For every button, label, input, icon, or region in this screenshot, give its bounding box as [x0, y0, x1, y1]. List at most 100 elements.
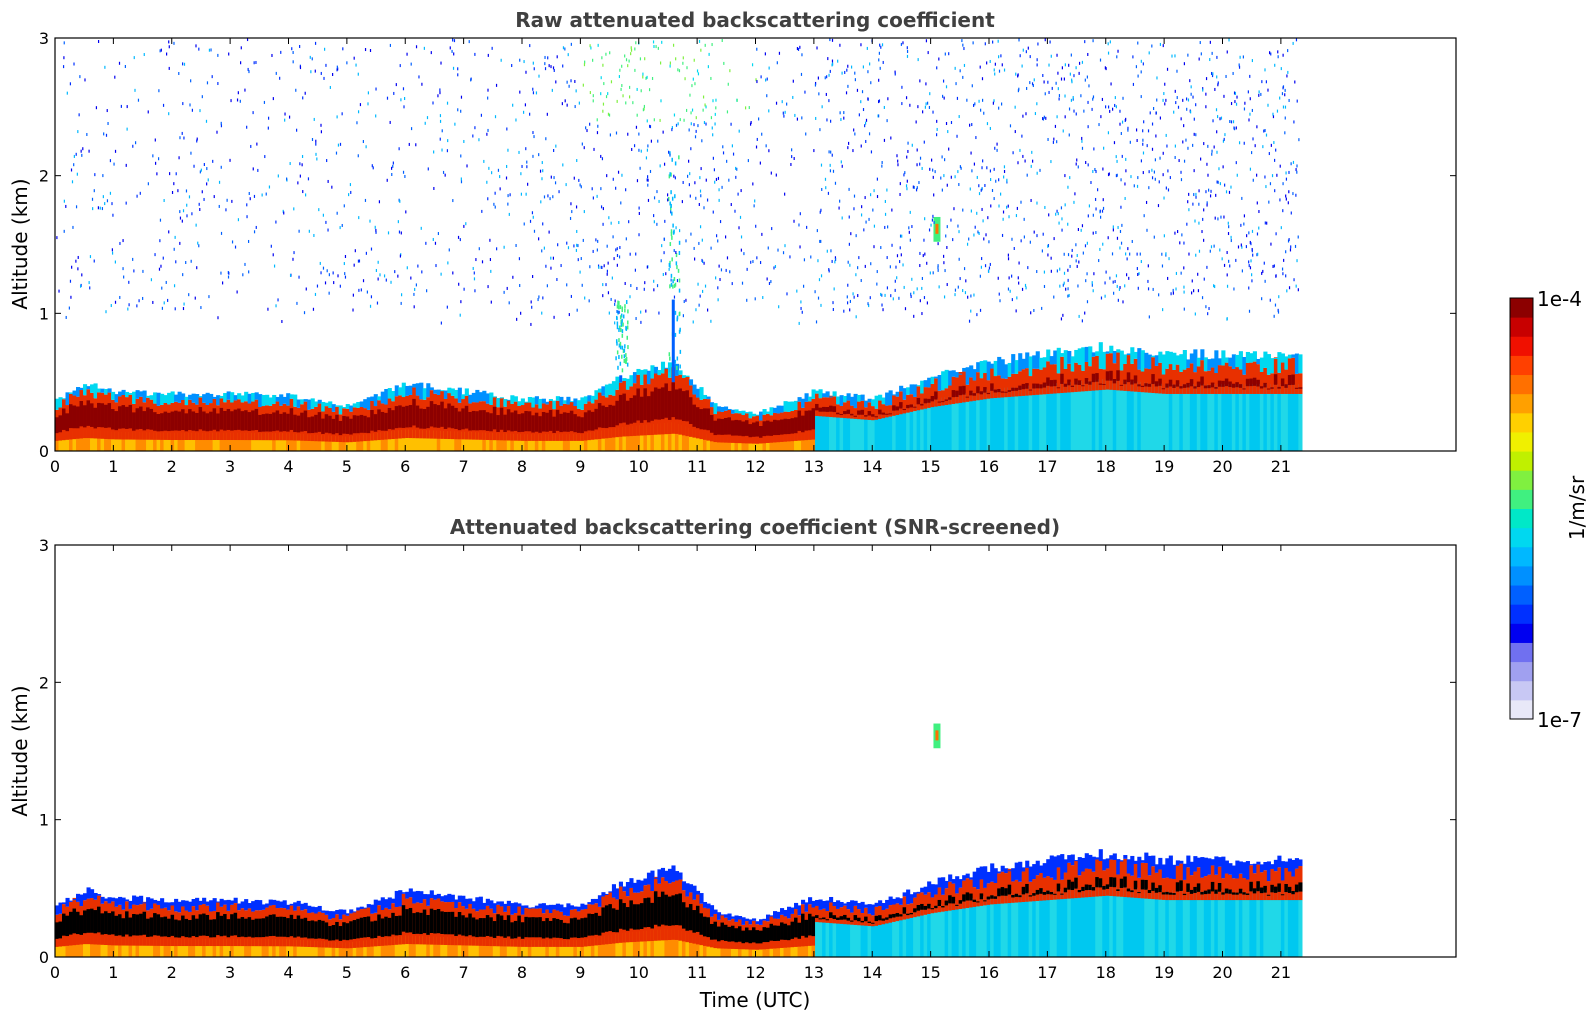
layer-edge	[1284, 356, 1289, 370]
noise-pixel	[179, 210, 181, 214]
layer-core	[1081, 385, 1086, 387]
noise-pixel	[1126, 257, 1128, 261]
surface-band	[443, 430, 448, 451]
layer-core	[478, 410, 483, 431]
layer-core	[604, 407, 609, 429]
noise-pixel	[522, 110, 525, 114]
x-tick-label: 19	[1154, 457, 1174, 476]
layer-edge	[787, 401, 792, 412]
layer-edge	[615, 888, 620, 900]
layer-edge	[303, 902, 308, 910]
noise-pixel	[432, 237, 434, 241]
surface-band	[1252, 383, 1257, 451]
layer-edge	[730, 916, 736, 919]
noise-pixel	[1151, 147, 1154, 151]
noise-pixel	[301, 154, 304, 158]
noise-pixel	[570, 202, 572, 206]
noise-pixel	[1277, 308, 1279, 312]
surface-band	[871, 920, 876, 957]
noise-pixel	[1211, 51, 1213, 55]
layer-edge	[282, 396, 287, 404]
noise-pixel	[395, 83, 397, 87]
layer-core	[195, 412, 200, 432]
noise-pixel	[457, 235, 460, 239]
noise-pixel	[801, 310, 803, 314]
noise-pixel	[989, 169, 992, 173]
layer-edge	[804, 393, 809, 402]
layer-outer	[1161, 374, 1166, 394]
noise-pixel	[697, 72, 700, 76]
layer-core	[1007, 390, 1012, 392]
noise-pixel	[814, 83, 817, 87]
noise-pixel	[878, 58, 880, 62]
surface-band	[1060, 382, 1065, 451]
noise-pixel	[275, 304, 277, 308]
surface-band	[307, 434, 312, 451]
noise-pixel	[906, 46, 908, 50]
noise-pixel	[1249, 240, 1251, 244]
noise-pixel	[710, 319, 712, 323]
layer-outer	[815, 905, 820, 923]
noise-pixel	[459, 238, 461, 242]
surface-band	[1217, 383, 1222, 451]
noise-pixel	[532, 275, 534, 279]
surface-band	[650, 930, 655, 957]
layer-core	[62, 913, 67, 936]
noise-pixel	[568, 313, 570, 317]
noise-pixel	[829, 38, 831, 42]
layer-core	[674, 389, 680, 420]
noise-pixel	[826, 118, 828, 122]
noise-pixel	[718, 188, 720, 192]
layer-outer	[843, 402, 848, 419]
noise-pixel	[118, 61, 121, 65]
surface-band	[937, 398, 942, 451]
noise-pixel	[738, 129, 740, 133]
noise-pixel	[199, 207, 201, 211]
surface-band	[804, 432, 809, 451]
layer-edge	[601, 386, 606, 396]
noise-pixel	[583, 146, 585, 150]
plume-pixel	[617, 365, 619, 370]
layer-edge	[997, 356, 1002, 376]
layer-core	[384, 916, 389, 937]
noise-pixel	[686, 108, 688, 112]
noise-pixel	[793, 219, 795, 223]
noise-pixel	[881, 160, 883, 164]
noise-pixel	[237, 218, 240, 222]
layer-core	[899, 402, 904, 409]
noise-pixel	[1092, 39, 1094, 43]
noise-pixel	[886, 286, 889, 290]
noise-pixel	[984, 264, 987, 268]
layer-core	[1179, 386, 1184, 389]
noise-pixel	[792, 95, 794, 99]
noise-pixel	[1037, 42, 1039, 46]
layer-edge	[1277, 352, 1282, 373]
noise-pixel	[1192, 202, 1194, 206]
noise-pixel	[605, 95, 608, 99]
surface-band	[748, 438, 753, 451]
noise-pixel	[152, 154, 154, 158]
layer-edge	[1221, 350, 1226, 366]
noise-pixel	[711, 126, 713, 130]
noise-pixel	[1030, 164, 1032, 168]
surface-band	[594, 431, 599, 451]
surface-band	[773, 436, 778, 451]
noise-pixel	[682, 61, 684, 65]
noise-pixel	[784, 192, 786, 196]
noise-pixel	[583, 210, 585, 214]
noise-pixel	[1097, 188, 1099, 192]
noise-pixel	[1062, 313, 1064, 317]
noise-pixel	[159, 218, 162, 222]
noise-pixel	[1282, 105, 1285, 109]
surface-band	[636, 425, 641, 451]
noise-pixel	[1084, 40, 1086, 44]
noise-pixel	[280, 50, 282, 54]
layer-core	[1088, 381, 1093, 385]
noise-pixel	[1162, 173, 1164, 177]
surface-band	[142, 432, 147, 451]
noise-pixel	[1125, 252, 1127, 256]
layer-core	[202, 913, 207, 936]
surface-band	[233, 938, 238, 957]
noise-pixel	[864, 124, 866, 128]
noise-pixel	[1114, 279, 1116, 283]
